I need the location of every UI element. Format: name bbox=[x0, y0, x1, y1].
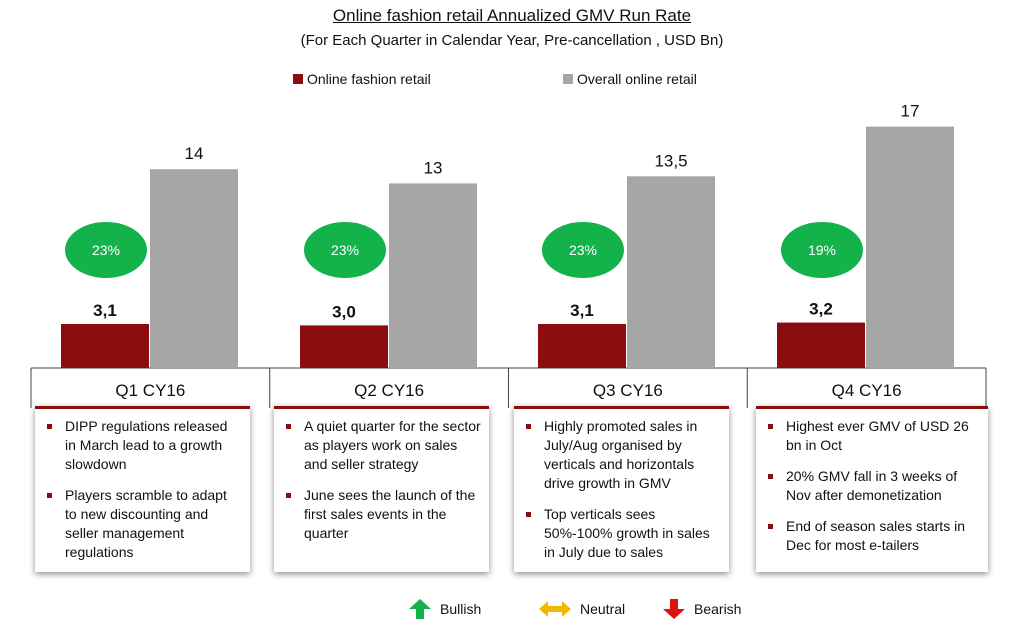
category-label-3: Q3 CY16 bbox=[593, 381, 663, 400]
legend-swatch-2 bbox=[563, 74, 573, 84]
note-item: Players scramble to adapt to new discoun… bbox=[45, 486, 242, 562]
legend-label-2: Overall online retail bbox=[577, 71, 697, 87]
note-item: DIPP regulations released in March lead … bbox=[45, 417, 242, 474]
share-badge-4 bbox=[781, 222, 863, 278]
note-list: Highest ever GMV of USD 26 bn in Oct 20% … bbox=[766, 417, 980, 555]
share-badge-label-4: 19% bbox=[808, 242, 836, 258]
bar-overall-online-4 bbox=[866, 126, 954, 368]
bar-online-fashion-2 bbox=[300, 325, 388, 368]
note-item: 20% GMV fall in 3 weeks of Nov after dem… bbox=[766, 467, 980, 505]
bar-online-fashion-3 bbox=[538, 323, 626, 368]
share-badge-label-2: 23% bbox=[331, 242, 359, 258]
note-item: June sees the launch of the first sales … bbox=[284, 486, 481, 543]
note-box-3: Highly promoted sales in July/Aug organi… bbox=[514, 406, 729, 572]
data-label-fashion-4: 3,2 bbox=[809, 300, 833, 319]
legend-label-1: Online fashion retail bbox=[307, 71, 431, 87]
data-label-fashion-2: 3,0 bbox=[332, 302, 356, 321]
note-item: Highest ever GMV of USD 26 bn in Oct bbox=[766, 417, 980, 455]
sentiment-key-label: Neutral bbox=[580, 601, 626, 617]
data-label-fashion-1: 3,1 bbox=[93, 301, 117, 320]
chart-title: Online fashion retail Annualized GMV Run… bbox=[332, 6, 692, 25]
note-list: DIPP regulations released in March lead … bbox=[45, 417, 242, 562]
bar-online-fashion-1 bbox=[61, 323, 149, 368]
note-box-4: Highest ever GMV of USD 26 bn in Oct 20% … bbox=[756, 406, 988, 572]
green-up-arrow-icon bbox=[409, 599, 431, 619]
bar-overall-online-1 bbox=[150, 169, 238, 368]
bar-overall-online-2 bbox=[389, 183, 477, 368]
note-item: A quiet quarter for the sector as player… bbox=[284, 417, 481, 474]
note-list: A quiet quarter for the sector as player… bbox=[284, 417, 481, 543]
sentiment-key-item: Bullish bbox=[408, 598, 481, 620]
red-down-arrow-icon bbox=[663, 599, 685, 619]
sentiment-key-item: Bearish bbox=[662, 598, 741, 620]
category-label-2: Q2 CY16 bbox=[354, 381, 424, 400]
sentiment-key-label: Bullish bbox=[440, 601, 482, 617]
note-list: Highly promoted sales in July/Aug organi… bbox=[524, 417, 721, 562]
share-badge-3 bbox=[542, 222, 624, 278]
note-item: Top verticals sees 50%-100% growth in sa… bbox=[524, 505, 721, 562]
data-label-overall-1: 14 bbox=[185, 144, 204, 163]
category-label-1: Q1 CY16 bbox=[115, 381, 185, 400]
yellow-double-arrow-icon bbox=[539, 601, 571, 617]
data-label-fashion-3: 3,1 bbox=[570, 301, 594, 320]
data-label-overall-2: 13 bbox=[424, 158, 443, 177]
sentiment-key-item: Neutral bbox=[538, 598, 625, 620]
bar-online-fashion-4 bbox=[777, 322, 865, 368]
share-badge-1 bbox=[65, 222, 147, 278]
share-badge-label-1: 23% bbox=[92, 242, 120, 258]
share-badge-label-3: 23% bbox=[569, 242, 597, 258]
legend-swatch-1 bbox=[293, 74, 303, 84]
note-item: End of season sales starts in Dec for mo… bbox=[766, 517, 980, 555]
data-label-overall-3: 13,5 bbox=[654, 151, 687, 170]
share-badge-2 bbox=[304, 222, 386, 278]
chart-subtitle: (For Each Quarter in Calendar Year, Pre-… bbox=[300, 32, 724, 49]
data-label-overall-4: 17 bbox=[901, 102, 920, 121]
note-item: Highly promoted sales in July/Aug organi… bbox=[524, 417, 721, 493]
category-label-4: Q4 CY16 bbox=[832, 381, 902, 400]
note-box-1: DIPP regulations released in March lead … bbox=[35, 406, 250, 572]
gmv-bar-chart: Online fashion retail Overall online reta… bbox=[30, 71, 987, 408]
bar-overall-online-3 bbox=[627, 176, 715, 368]
note-box-2: A quiet quarter for the sector as player… bbox=[274, 406, 489, 572]
sentiment-key-label: Bearish bbox=[694, 601, 742, 617]
